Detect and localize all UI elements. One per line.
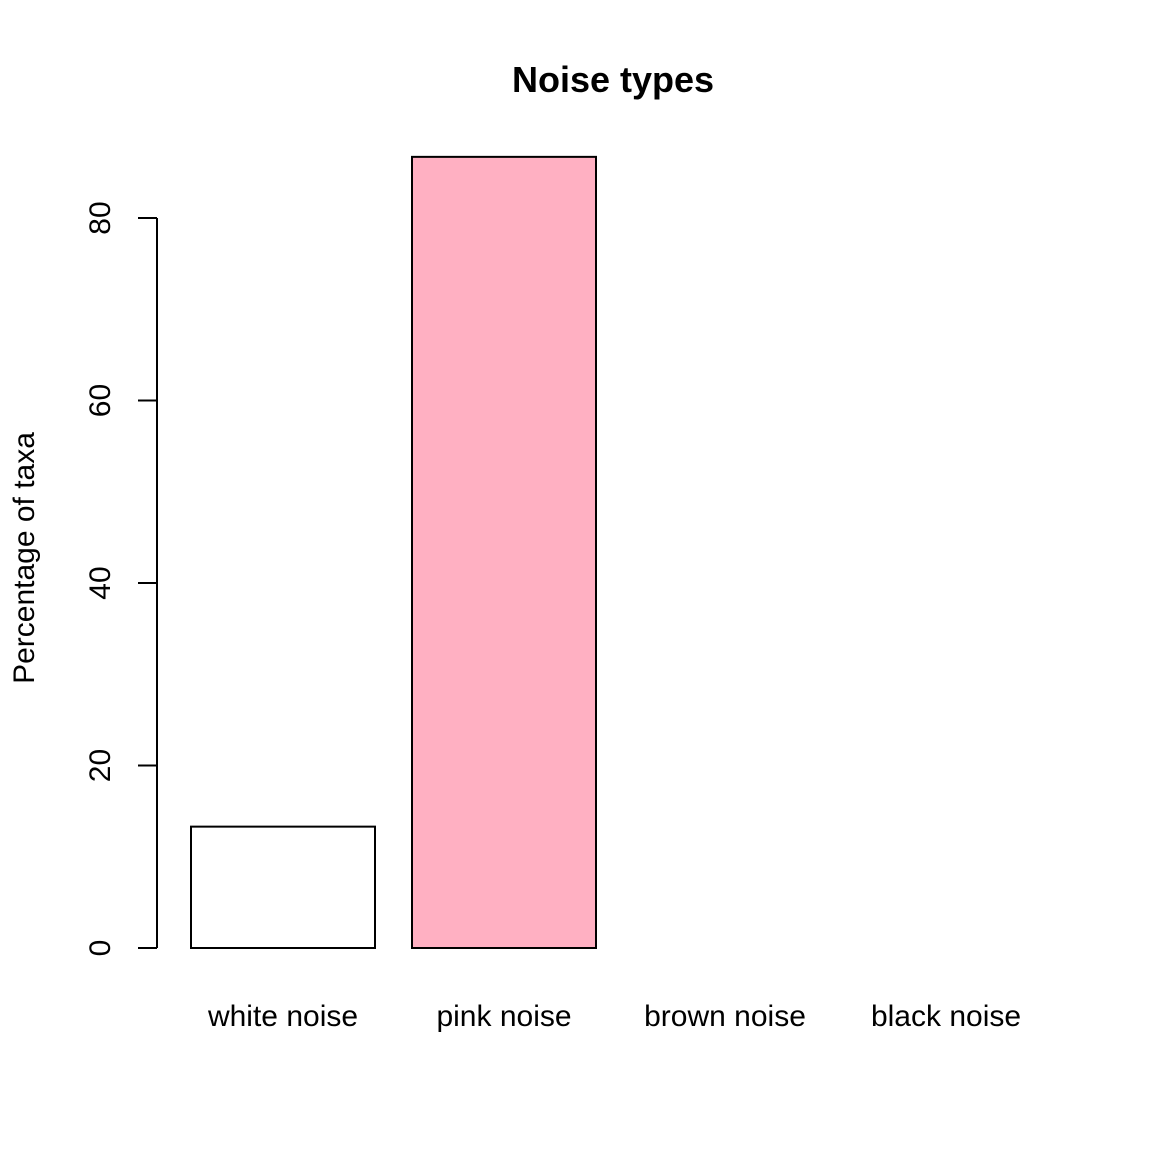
y-tick-label: 60 bbox=[84, 384, 117, 417]
y-tick-label: 0 bbox=[84, 940, 117, 957]
y-axis: 0 20 40 60 80 bbox=[84, 201, 158, 957]
x-tick-label: brown noise bbox=[644, 1000, 806, 1033]
y-tick-label: 40 bbox=[84, 566, 117, 599]
bar-pink-noise bbox=[411, 155, 597, 950]
bars bbox=[190, 155, 597, 950]
x-tick-labels: white noise pink noise brown noise black no… bbox=[207, 1000, 1021, 1033]
y-tick-label: 80 bbox=[84, 201, 117, 234]
y-axis-label: Percentage of taxa bbox=[8, 432, 41, 684]
bar-white-noise bbox=[190, 825, 376, 950]
x-tick-label: black noise bbox=[871, 1000, 1021, 1033]
x-tick-label: pink noise bbox=[436, 1000, 571, 1033]
chart-title: Noise types bbox=[512, 59, 714, 100]
y-tick-label: 20 bbox=[84, 749, 117, 782]
x-tick-label: white noise bbox=[207, 1000, 358, 1033]
